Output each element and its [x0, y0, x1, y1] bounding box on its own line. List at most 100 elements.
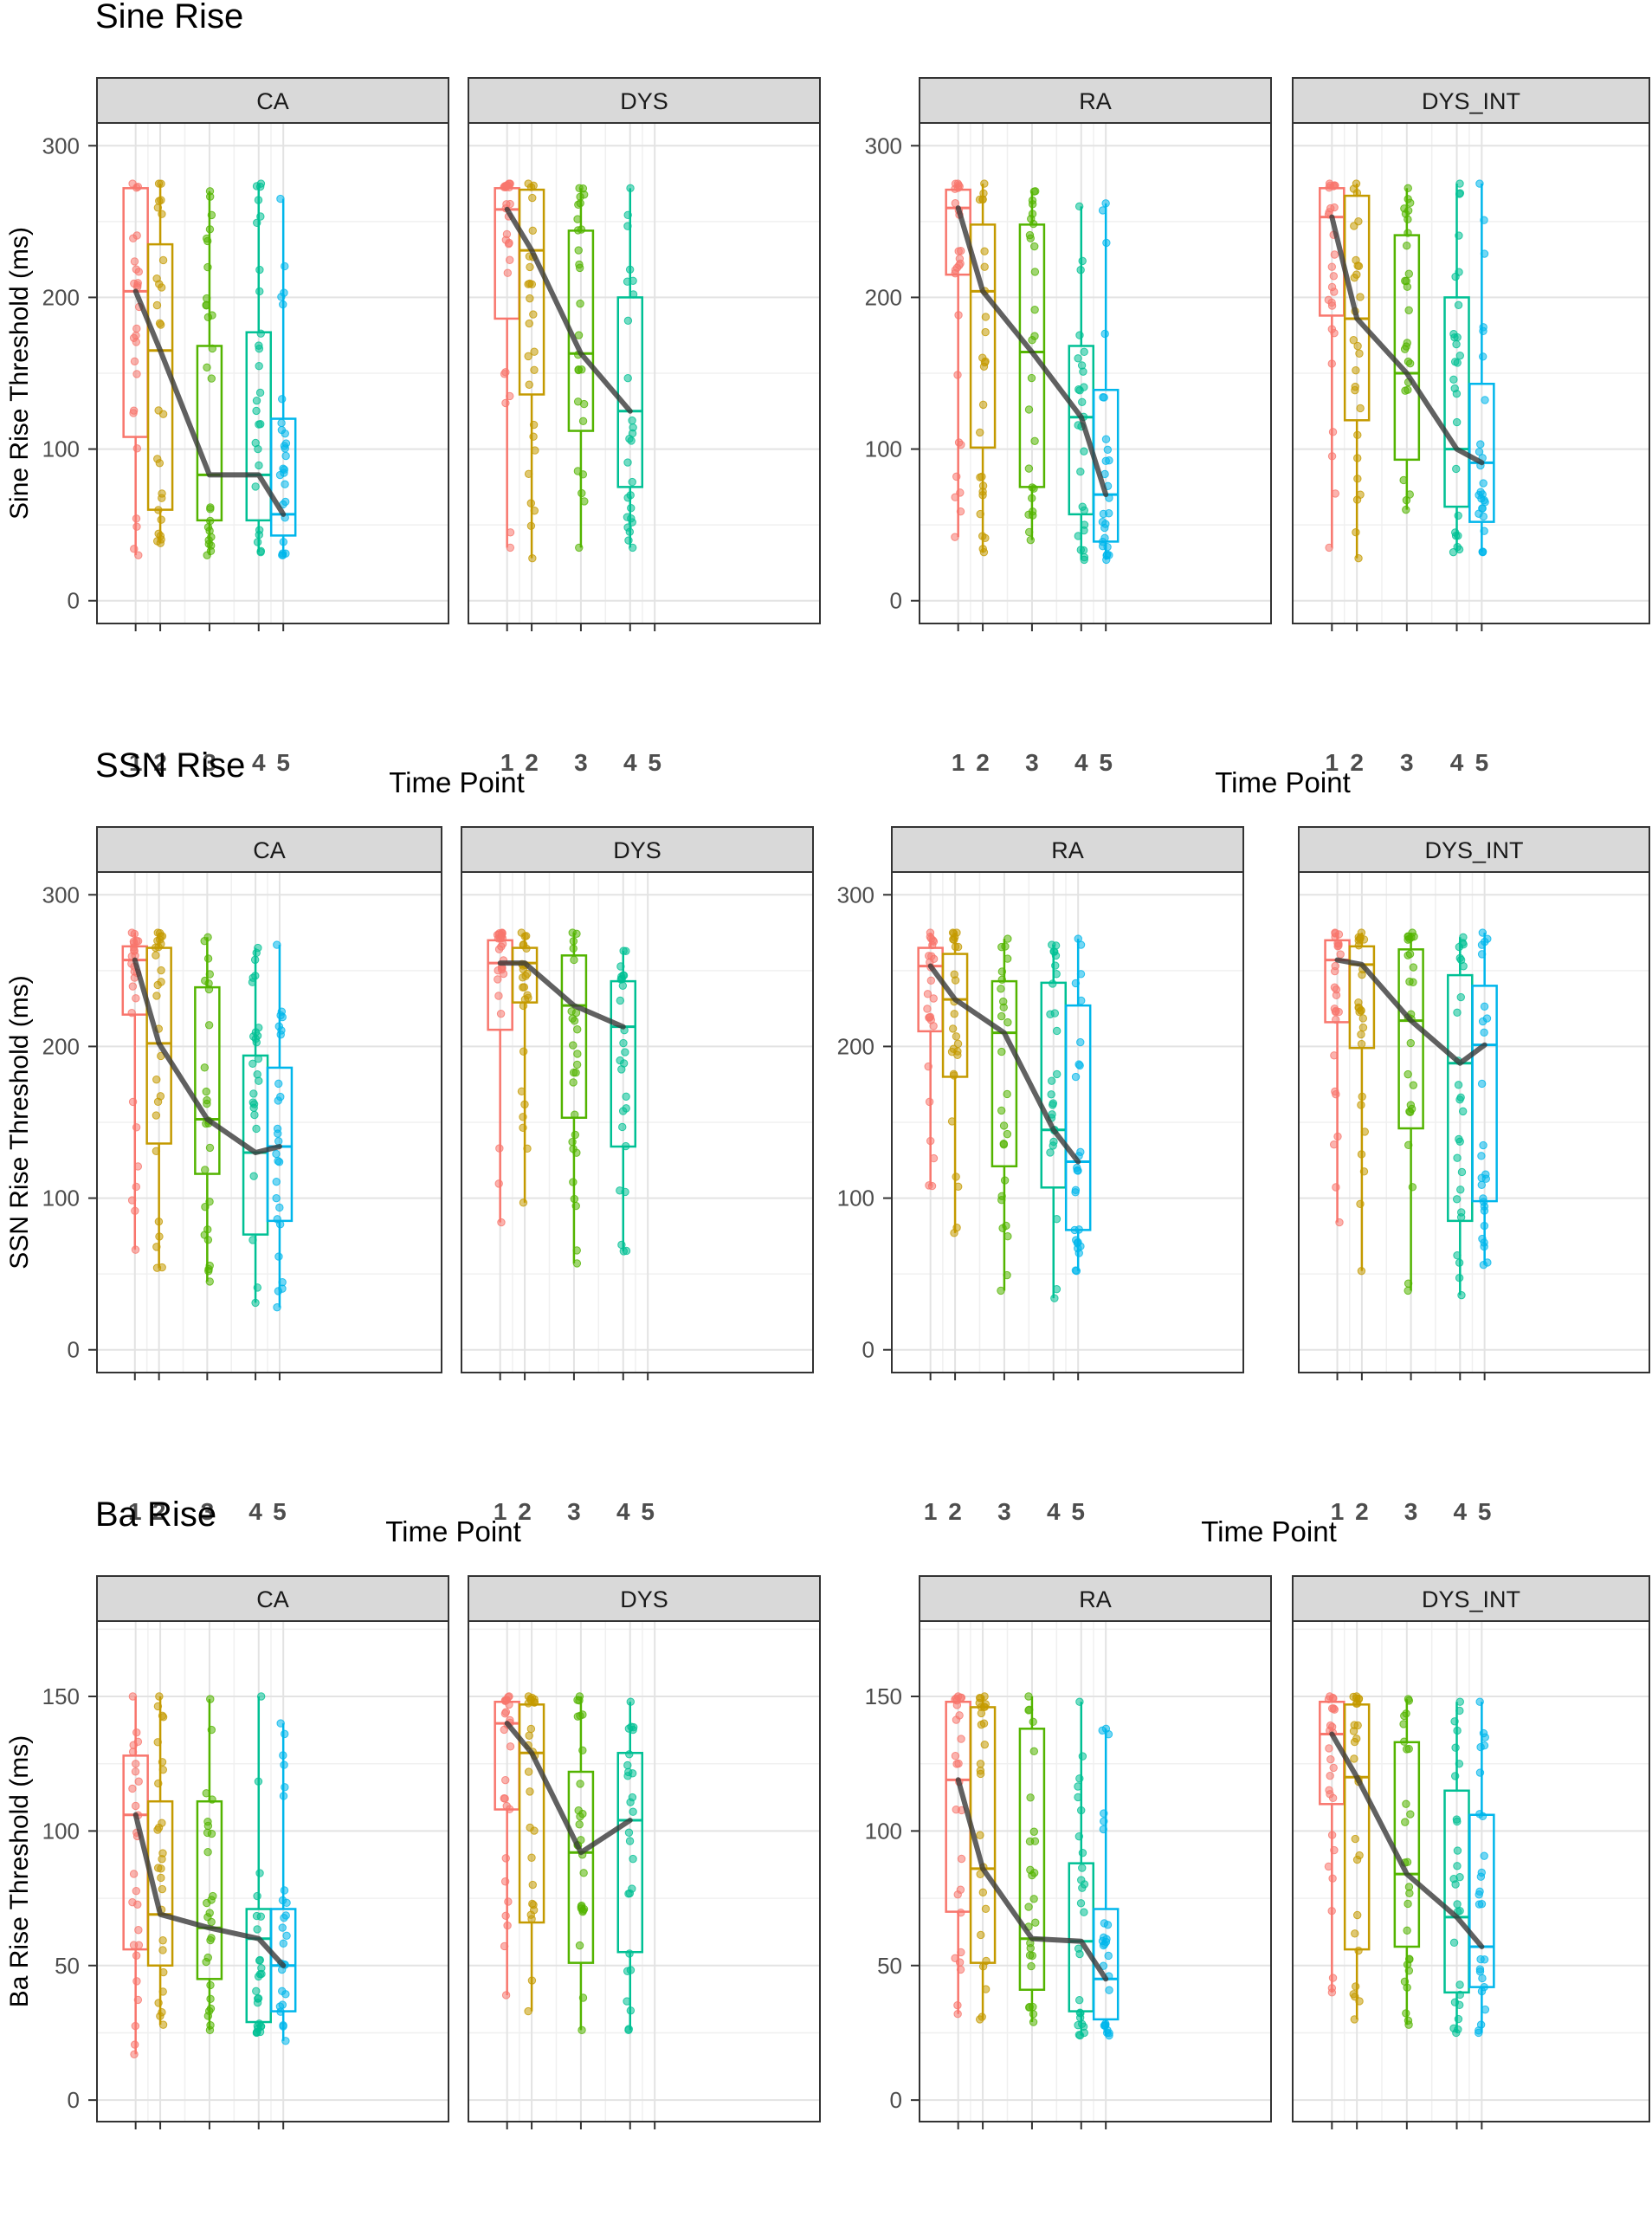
- box-tp-3: [1397, 928, 1424, 1295]
- data-point: [981, 1904, 991, 1914]
- data-point: [202, 300, 210, 309]
- data-point: [572, 1246, 581, 1255]
- data-point: [1076, 970, 1086, 979]
- data-point: [253, 1891, 261, 1901]
- data-point: [1076, 1806, 1086, 1815]
- data-point: [577, 1904, 586, 1913]
- data-point: [1101, 435, 1111, 443]
- panel-border: [1292, 1620, 1650, 2122]
- data-point: [205, 192, 215, 201]
- data-point: [1453, 1846, 1462, 1855]
- data-point: [572, 1259, 582, 1268]
- x-axis-title: Time Point: [389, 766, 525, 798]
- data-point: [525, 319, 533, 328]
- data-point: [1335, 1218, 1344, 1227]
- data-point: [520, 1100, 529, 1109]
- data-point: [1352, 528, 1360, 537]
- data-point: [252, 406, 261, 416]
- facet-label: DYS: [620, 88, 668, 114]
- data-point: [569, 937, 578, 946]
- data-point: [1452, 339, 1461, 349]
- iqr-box: [1397, 948, 1424, 1130]
- data-point: [519, 1123, 527, 1132]
- data-point: [1357, 1039, 1366, 1049]
- iqr-box: [269, 417, 297, 537]
- box-tp-4: [616, 184, 644, 552]
- x-tick-label: 3: [1404, 1498, 1418, 1525]
- data-point: [1455, 1872, 1464, 1882]
- panel-border: [1298, 871, 1650, 1373]
- data-point: [1327, 359, 1336, 368]
- data-point: [207, 1917, 216, 1927]
- data-point: [131, 2021, 140, 2031]
- data-point: [134, 1926, 143, 1935]
- data-point: [1327, 301, 1337, 310]
- data-point: [1029, 2010, 1038, 2019]
- data-point: [1404, 1696, 1414, 1705]
- data-point: [1029, 1747, 1038, 1756]
- data-point: [1074, 1782, 1082, 1791]
- data-point: [623, 1761, 632, 1770]
- data-point: [201, 1166, 210, 1174]
- data-point: [950, 1010, 958, 1018]
- data-point: [494, 992, 503, 1000]
- data-point: [496, 1009, 506, 1018]
- data-point: [1404, 195, 1412, 204]
- data-point: [503, 268, 513, 277]
- data-point: [205, 1277, 214, 1286]
- data-point: [248, 1236, 257, 1244]
- data-point: [980, 1702, 990, 1711]
- data-point: [203, 262, 212, 272]
- data-point: [282, 1898, 291, 1908]
- data-point: [623, 222, 632, 230]
- x-tick-label: 2: [1355, 1498, 1369, 1525]
- data-point: [981, 533, 990, 543]
- data-point: [132, 1760, 140, 1768]
- data-point: [952, 1696, 961, 1705]
- data-point: [502, 200, 511, 209]
- data-point: [570, 955, 578, 965]
- data-point: [1455, 1706, 1464, 1715]
- data-point: [274, 1156, 282, 1166]
- data-point: [957, 247, 965, 255]
- data-point: [1451, 1880, 1460, 1889]
- data-point: [574, 246, 583, 255]
- data-point: [627, 504, 636, 513]
- data-point: [1352, 1699, 1362, 1708]
- data-point: [526, 262, 534, 272]
- data-point: [132, 184, 141, 192]
- data-point: [207, 374, 216, 383]
- data-point: [275, 1203, 284, 1212]
- data-point: [949, 1069, 958, 1078]
- box-tp-4: [245, 179, 273, 557]
- facet-label: RA: [1079, 88, 1112, 114]
- data-point: [519, 1047, 528, 1056]
- data-point: [152, 1243, 161, 1251]
- box-tp-1: [122, 1692, 149, 2059]
- data-point: [127, 1196, 137, 1205]
- median-trend-line: [955, 1777, 1109, 1982]
- data-point: [132, 522, 141, 531]
- data-point: [1105, 2029, 1113, 2038]
- data-point: [1353, 475, 1362, 483]
- data-point: [1328, 1874, 1337, 1883]
- data-point: [951, 1752, 960, 1761]
- data-point: [249, 1089, 258, 1098]
- data-point: [624, 1890, 633, 1898]
- data-point: [951, 184, 959, 193]
- data-point: [957, 1735, 965, 1743]
- data-point: [947, 1117, 957, 1126]
- median-trend-line: [132, 957, 282, 1155]
- data-point: [255, 1869, 264, 1877]
- data-point: [1455, 1980, 1464, 1989]
- data-point: [248, 978, 257, 986]
- data-point: [255, 2027, 265, 2037]
- data-point: [521, 932, 531, 940]
- data-point: [956, 1965, 965, 1974]
- data-point: [206, 2004, 216, 2013]
- data-point: [573, 215, 582, 223]
- data-point: [530, 507, 539, 515]
